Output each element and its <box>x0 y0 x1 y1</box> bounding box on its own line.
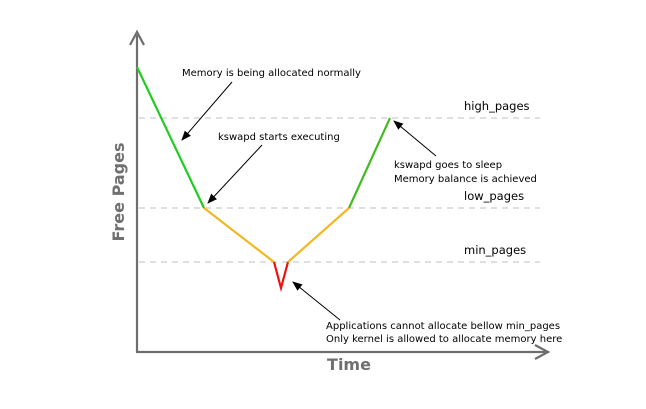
min-pages-label: min_pages <box>464 243 526 257</box>
reclaiming-segment-down <box>203 207 275 263</box>
kswapd-start-arrow <box>207 144 263 204</box>
min-pages-arrow <box>292 281 341 321</box>
y-axis-title: Free Pages <box>109 143 128 242</box>
reclaiming-segment-up <box>287 207 350 263</box>
x-axis-arrow-icon <box>534 344 551 360</box>
low-pages-label: low_pages <box>464 189 524 203</box>
critical-dip <box>272 261 290 293</box>
kswapd-sleep-label-line2: Memory balance is achieved <box>394 174 537 185</box>
kswapd-start-label: kswapd starts executing <box>218 132 340 143</box>
high-pages-label: high_pages <box>464 99 530 113</box>
kswapd-sleep-label-line1: kswapd goes to sleep <box>394 160 502 171</box>
allocating-arrow <box>181 81 233 141</box>
y-axis-arrow-icon <box>129 29 145 46</box>
x-axis-title: Time <box>327 355 371 374</box>
min-pages-warning-line2: Only kernel is allowed to allocate memor… <box>326 334 562 345</box>
allocating-segment <box>136 66 205 209</box>
recovering-segment <box>347 117 392 209</box>
min-pages-warning-line1: Applications cannot allocate bellow min_… <box>326 321 560 332</box>
allocating-label: Memory is being allocated normally <box>182 68 361 79</box>
kswapd-sleep-arrow <box>393 120 437 157</box>
